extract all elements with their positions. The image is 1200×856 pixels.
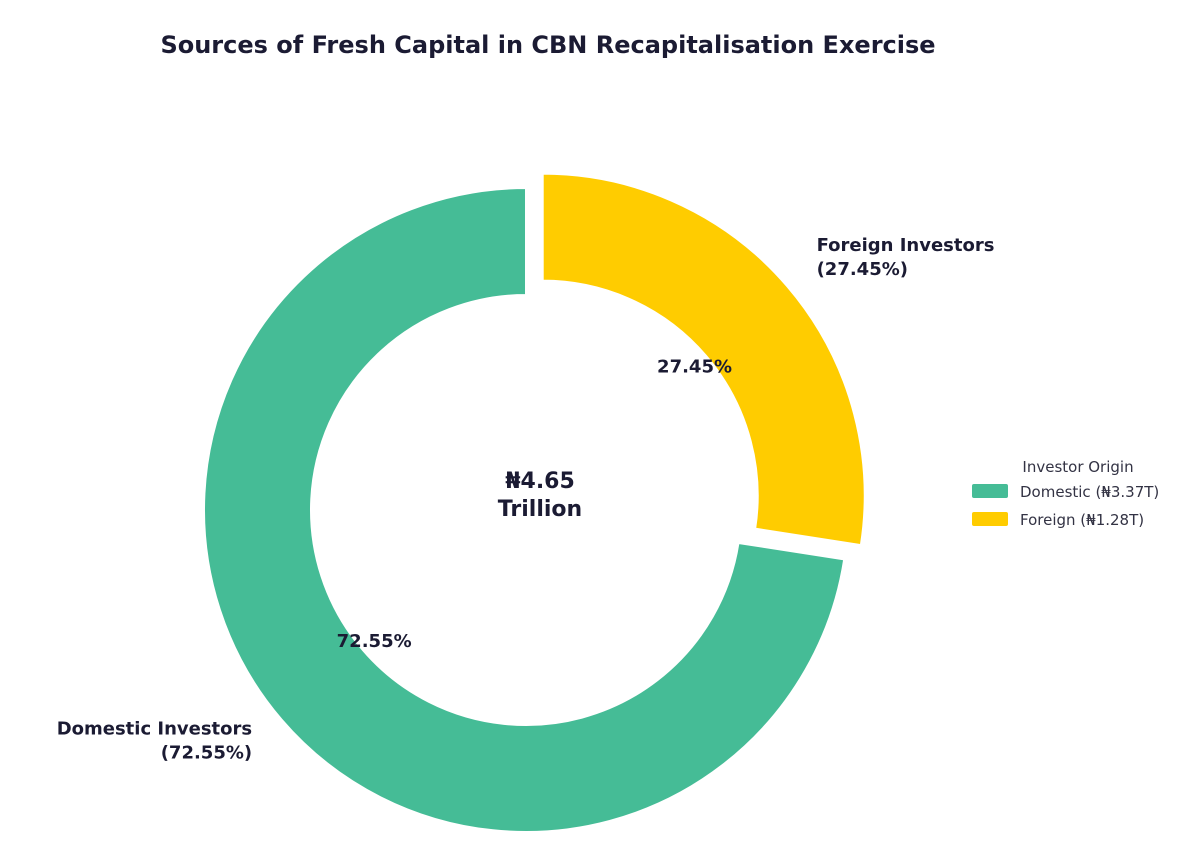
center-label-unit: Trillion [498, 497, 582, 522]
legend-label-domestic: Domestic (₦3.37T) [1020, 483, 1159, 501]
legend: Investor Origin Domestic (₦3.37T) Foreign… [972, 458, 1159, 529]
slice-pct-label-domestic: 72.55% [337, 631, 412, 652]
center-label: ₦4.65 Trillion [498, 469, 582, 522]
chart-title: Sources of Fresh Capital in CBN Recapita… [160, 31, 935, 59]
slice-outer-label-foreign: Foreign Investors (27.45%) [817, 235, 995, 280]
legend-label-foreign: Foreign (₦1.28T) [1020, 511, 1144, 529]
labels-layer: 27.45% Foreign Investors (27.45%) 72.55% Dom… [57, 235, 995, 764]
legend-title: Investor Origin [1022, 458, 1133, 476]
slice-domestic [203, 186, 846, 833]
slices-layer [203, 172, 866, 833]
slice-foreign [541, 172, 866, 547]
slice-outer-label-domestic: Domestic Investors (72.55%) [57, 719, 252, 764]
center-label-amount: ₦4.65 [505, 469, 575, 494]
legend-swatch-domestic [972, 484, 1008, 498]
legend-swatch-foreign [972, 512, 1008, 526]
slice-pct-label-foreign: 27.45% [657, 357, 732, 378]
